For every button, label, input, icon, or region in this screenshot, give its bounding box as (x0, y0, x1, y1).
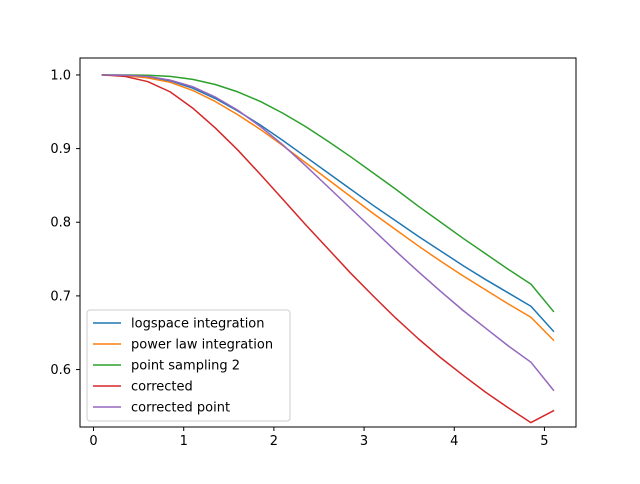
y-tick-label: 0.8 (50, 216, 71, 231)
y-tick-label: 0.7 (50, 289, 71, 304)
legend-label: corrected point (131, 401, 230, 416)
y-axis: 0.6 0.7 0.8 0.9 1.0 (50, 68, 80, 378)
x-tick-label: 3 (360, 434, 368, 449)
x-tick-label: 0 (89, 434, 97, 449)
x-tick-label: 1 (180, 434, 188, 449)
x-axis: 0 1 2 3 4 5 (89, 427, 549, 449)
x-tick-label: 4 (450, 434, 458, 449)
series-line-corrected-point (101, 74, 555, 392)
x-tick-label: 2 (270, 434, 278, 449)
legend-box (86, 309, 291, 422)
y-tick-label: 0.9 (50, 142, 71, 157)
legend-label: corrected (131, 380, 193, 395)
x-tick-label: 5 (540, 434, 548, 449)
series-line-corrected (101, 74, 555, 424)
legend-label: logspace integration (131, 317, 265, 332)
y-tick-label: 1.0 (50, 68, 71, 83)
series-line-logspace-integration (101, 74, 555, 333)
legend-label: point sampling 2 (131, 359, 240, 374)
legend-label: power law integration (131, 338, 273, 353)
series-line-point-sampling-2 (101, 74, 555, 313)
y-tick-label: 0.6 (50, 363, 71, 378)
series-line-power-law-integration (101, 74, 555, 342)
legend: logspace integration power law integratio… (86, 309, 291, 422)
plot-frame (79, 57, 577, 428)
series-layer (101, 74, 555, 424)
